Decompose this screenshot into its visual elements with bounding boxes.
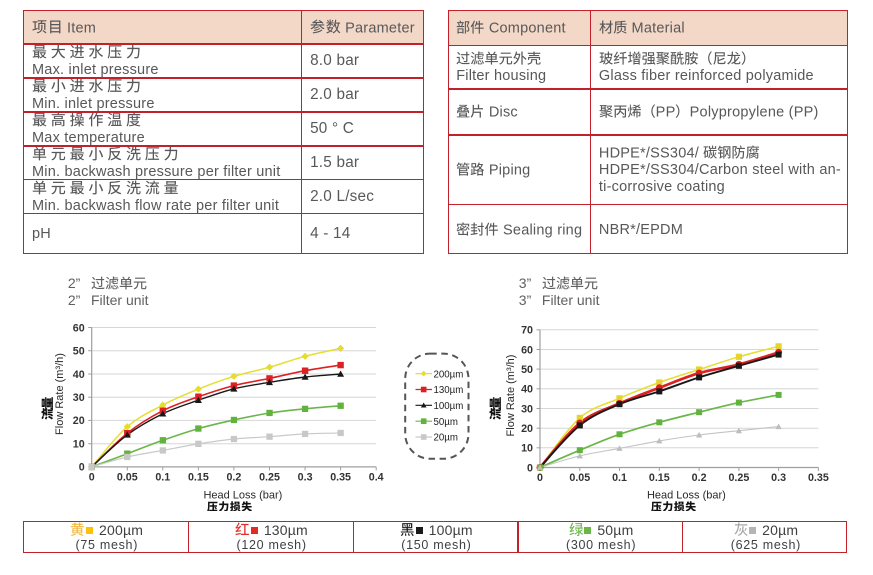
svg-text:0.3: 0.3	[771, 472, 786, 484]
svg-text:0: 0	[79, 462, 85, 474]
svg-text:30: 30	[73, 392, 85, 404]
svg-text:20µm: 20µm	[434, 433, 458, 444]
svg-text:0.3: 0.3	[298, 471, 313, 483]
svg-text:0.2: 0.2	[226, 471, 241, 483]
svg-text:200µm: 200µm	[434, 369, 464, 380]
svg-text:10: 10	[521, 443, 533, 455]
svg-text:10: 10	[73, 439, 85, 451]
svg-text:60: 60	[73, 322, 85, 334]
svg-text:0.1: 0.1	[155, 471, 170, 483]
svg-text:130µm: 130µm	[434, 385, 464, 396]
svg-text:0.2: 0.2	[692, 472, 707, 484]
svg-text:Head Loss (bar): Head Loss (bar)	[203, 490, 282, 502]
svg-text:100µm: 100µm	[434, 401, 464, 412]
svg-text:70: 70	[521, 325, 533, 337]
svg-text:20: 20	[521, 423, 533, 435]
svg-text:0.4: 0.4	[369, 471, 384, 483]
svg-text:0.15: 0.15	[188, 471, 209, 483]
svg-text:0.35: 0.35	[330, 471, 351, 483]
svg-text:50: 50	[521, 364, 533, 376]
svg-text:Flow Rate (m³/h): Flow Rate (m³/h)	[54, 353, 66, 435]
svg-text:0: 0	[537, 472, 543, 484]
svg-text:40: 40	[73, 369, 85, 381]
svg-text:0.1: 0.1	[612, 472, 627, 484]
svg-text:0.25: 0.25	[259, 471, 280, 483]
svg-text:0: 0	[89, 471, 95, 483]
svg-text:0.15: 0.15	[649, 472, 670, 484]
svg-text:50µm: 50µm	[434, 417, 458, 428]
svg-text:30: 30	[521, 403, 533, 415]
svg-text:Head Loss (bar): Head Loss (bar)	[647, 490, 726, 502]
svg-text:60: 60	[521, 344, 533, 356]
svg-text:40: 40	[521, 384, 533, 396]
svg-text:0.25: 0.25	[728, 472, 749, 484]
svg-text:0.05: 0.05	[569, 472, 590, 484]
svg-text:0.35: 0.35	[808, 472, 829, 484]
svg-text:0: 0	[527, 462, 533, 474]
svg-text:0.05: 0.05	[117, 471, 138, 483]
svg-text:Flow Rate (m³/h): Flow Rate (m³/h)	[505, 355, 517, 437]
svg-text:20: 20	[73, 415, 85, 427]
svg-text:50: 50	[73, 346, 85, 358]
